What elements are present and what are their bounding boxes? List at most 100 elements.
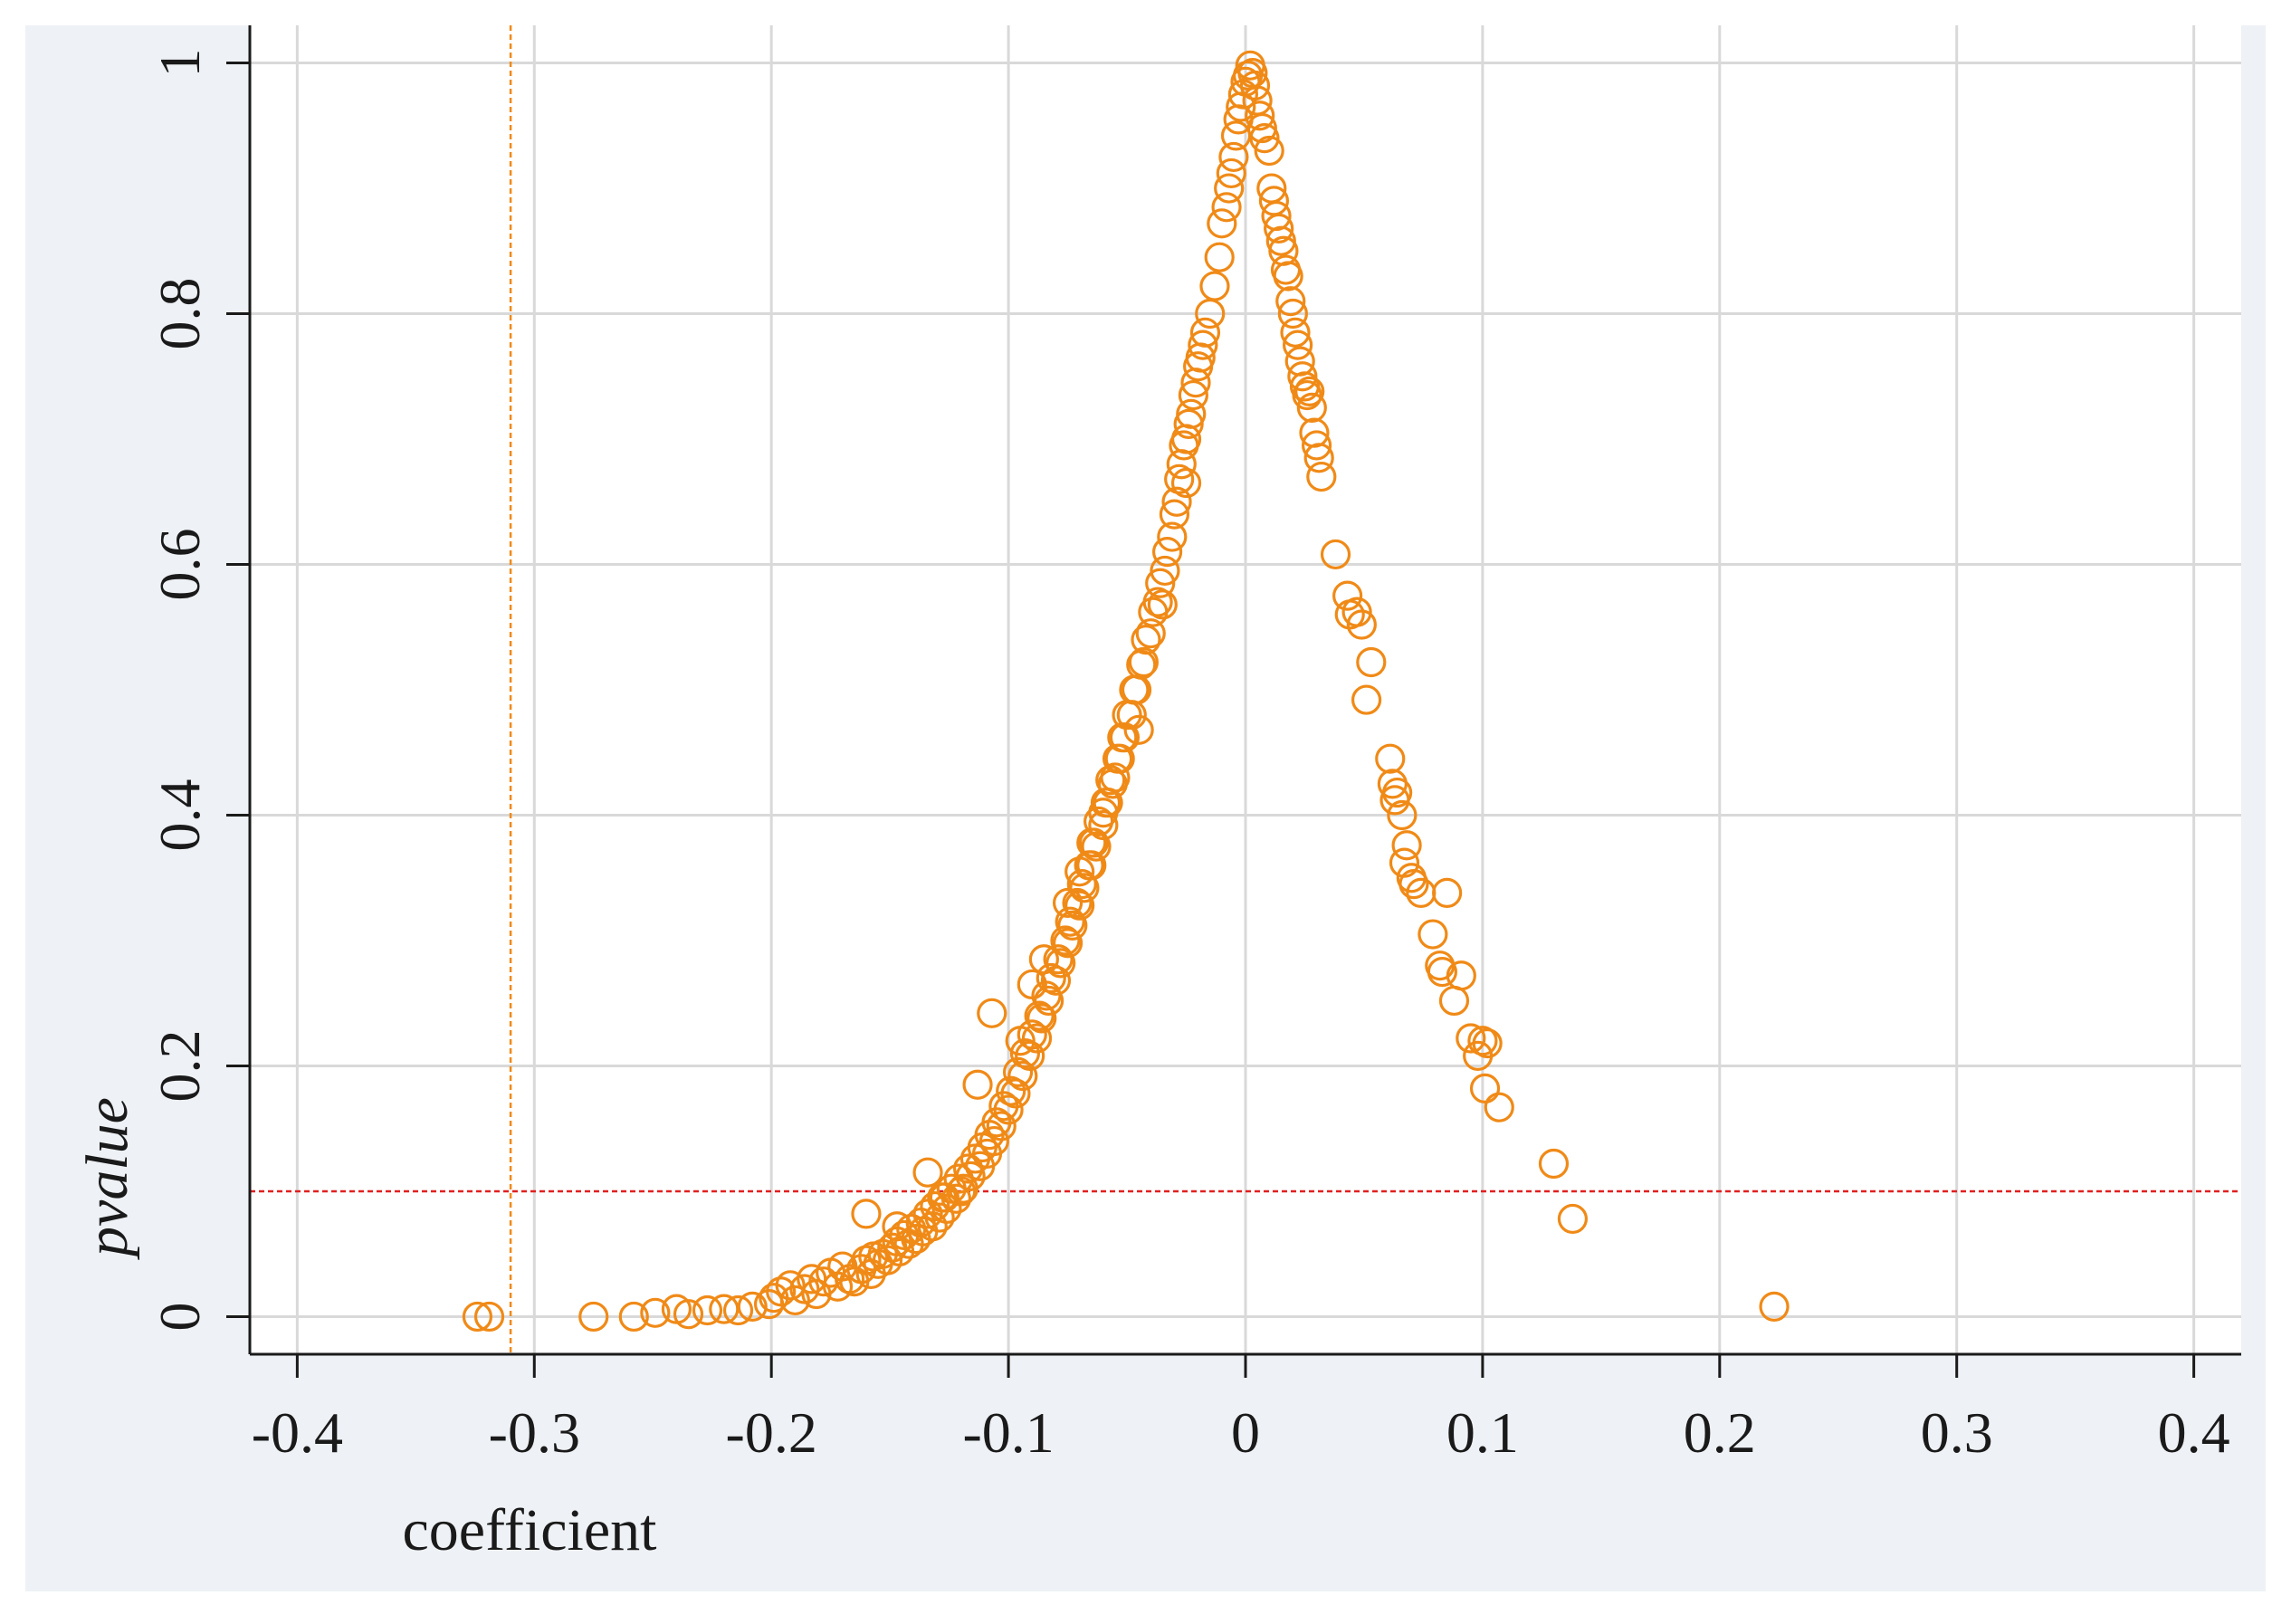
x-tick-label: 0 (1231, 1400, 1260, 1465)
data-point (1296, 392, 1327, 423)
data-point (1427, 957, 1457, 988)
data-point (1015, 1040, 1045, 1071)
data-point (1216, 158, 1246, 189)
data-point (1273, 261, 1303, 291)
data-point (1145, 568, 1176, 598)
data-point (1064, 856, 1095, 887)
y-tick-label: 0.6 (148, 529, 212, 601)
data-point (1135, 618, 1166, 649)
data-point (1189, 317, 1221, 348)
data-point (737, 1291, 768, 1322)
data-point (1484, 1092, 1514, 1122)
data-point (1214, 173, 1245, 204)
data-point (1164, 463, 1195, 494)
data-point (1538, 1148, 1570, 1180)
data-point (1239, 70, 1271, 101)
grid-lines (250, 25, 2241, 1354)
data-point (1320, 539, 1351, 570)
data-point (462, 1301, 493, 1333)
data-point (1472, 1027, 1503, 1059)
data-point (1009, 1038, 1041, 1069)
reference-lines (250, 25, 2241, 1354)
data-point (1432, 877, 1463, 908)
data-point (1218, 141, 1249, 173)
data-point (1207, 208, 1237, 239)
data-point (1301, 430, 1332, 461)
x-axis-title: coefficient (403, 1497, 657, 1563)
data-point (1303, 443, 1334, 473)
data-point (1064, 890, 1095, 921)
data-point (1159, 499, 1190, 530)
data-point (1306, 461, 1337, 492)
x-tick-label: -0.1 (962, 1400, 1054, 1465)
data-point (1000, 1078, 1031, 1109)
data-point (1280, 317, 1311, 348)
data-point (1382, 777, 1413, 808)
x-tick-label: 0.4 (2158, 1400, 2230, 1465)
data-point (1287, 361, 1318, 392)
data-point (1469, 1073, 1501, 1104)
data-point (1265, 225, 1296, 256)
data-point (1254, 135, 1284, 167)
data-point (1128, 646, 1159, 678)
data-point (993, 1094, 1024, 1125)
data-point (1069, 873, 1100, 903)
data-point (955, 1161, 986, 1191)
data-point (722, 1294, 754, 1326)
data-point (1178, 379, 1208, 411)
data-point (1199, 271, 1230, 301)
data-point (1245, 100, 1275, 131)
data-point (912, 1157, 943, 1188)
x-tick-label: -0.2 (726, 1400, 817, 1465)
data-point (1211, 192, 1242, 223)
data-point (1283, 330, 1313, 360)
x-tick-label: -0.3 (489, 1400, 580, 1465)
data-point (1446, 960, 1476, 991)
data-point (692, 1294, 723, 1326)
x-tick-label: 0.3 (1921, 1400, 1993, 1465)
x-tick-label: -0.4 (252, 1400, 343, 1465)
data-point (578, 1301, 609, 1333)
data-point (1264, 213, 1294, 244)
data-point (1055, 906, 1085, 937)
data-point (1375, 743, 1406, 774)
data-point (986, 1111, 1017, 1142)
data-point (1346, 609, 1377, 640)
data-point (1292, 379, 1322, 411)
data-point (1021, 1023, 1053, 1054)
data-point (1062, 887, 1093, 919)
data-point (473, 1301, 505, 1333)
data-point (1076, 827, 1107, 858)
data-point (977, 998, 1007, 1028)
data-point (1050, 925, 1081, 956)
data-point (1557, 1203, 1589, 1235)
y-tick-label: 0.2 (148, 1029, 212, 1102)
data-point (1351, 684, 1382, 715)
data-point (1007, 1060, 1038, 1092)
data-point (1043, 944, 1074, 975)
data-point (1275, 286, 1306, 317)
data-point (1398, 869, 1429, 900)
data-point (1418, 919, 1448, 950)
x-tick-label: 0.2 (1684, 1400, 1756, 1465)
data-point (1057, 910, 1088, 941)
data-point (962, 1069, 993, 1100)
x-tick-label: 0.1 (1446, 1400, 1519, 1465)
data-point (709, 1294, 740, 1324)
data-point (1157, 521, 1188, 552)
data-point (1147, 589, 1178, 620)
data-point (1045, 948, 1076, 979)
data-point (640, 1297, 671, 1328)
data-point (996, 1075, 1026, 1106)
data-point (1024, 1000, 1055, 1031)
data-point (1017, 969, 1047, 1000)
data-point (1356, 646, 1387, 678)
y-tick-label: 0.8 (148, 278, 212, 350)
data-point (1026, 1003, 1057, 1034)
data-point (1034, 985, 1064, 1017)
data-point (1173, 408, 1204, 439)
data-point (1150, 555, 1180, 587)
y-tick-label: 0 (148, 1302, 212, 1331)
data-point (1188, 330, 1218, 360)
